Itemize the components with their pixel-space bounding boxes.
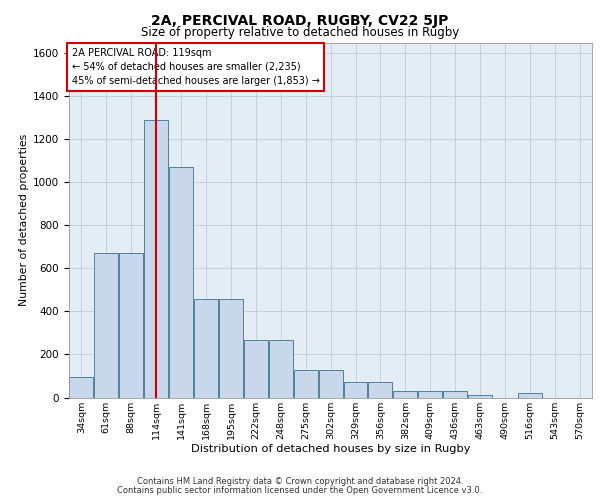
Bar — [518, 393, 542, 398]
Text: 2A, PERCIVAL ROAD, RUGBY, CV22 5JP: 2A, PERCIVAL ROAD, RUGBY, CV22 5JP — [151, 14, 449, 28]
Bar — [468, 396, 492, 398]
Y-axis label: Number of detached properties: Number of detached properties — [19, 134, 29, 306]
Bar — [144, 120, 168, 398]
Bar — [418, 391, 442, 398]
X-axis label: Distribution of detached houses by size in Rugby: Distribution of detached houses by size … — [191, 444, 470, 454]
Bar — [294, 370, 317, 398]
Bar — [70, 377, 94, 398]
Bar — [244, 340, 268, 398]
Bar — [344, 382, 367, 398]
Bar — [119, 254, 143, 398]
Bar — [194, 298, 218, 398]
Bar — [443, 391, 467, 398]
Bar — [394, 391, 418, 398]
Text: Size of property relative to detached houses in Rugby: Size of property relative to detached ho… — [141, 26, 459, 39]
Text: Contains HM Land Registry data © Crown copyright and database right 2024.: Contains HM Land Registry data © Crown c… — [137, 477, 463, 486]
Bar — [319, 370, 343, 398]
Bar — [368, 382, 392, 398]
Text: 2A PERCIVAL ROAD: 119sqm
← 54% of detached houses are smaller (2,235)
45% of sem: 2A PERCIVAL ROAD: 119sqm ← 54% of detach… — [71, 48, 319, 86]
Bar — [269, 340, 293, 398]
Bar — [94, 254, 118, 398]
Bar — [169, 168, 193, 398]
Text: Contains public sector information licensed under the Open Government Licence v3: Contains public sector information licen… — [118, 486, 482, 495]
Bar — [219, 298, 243, 398]
